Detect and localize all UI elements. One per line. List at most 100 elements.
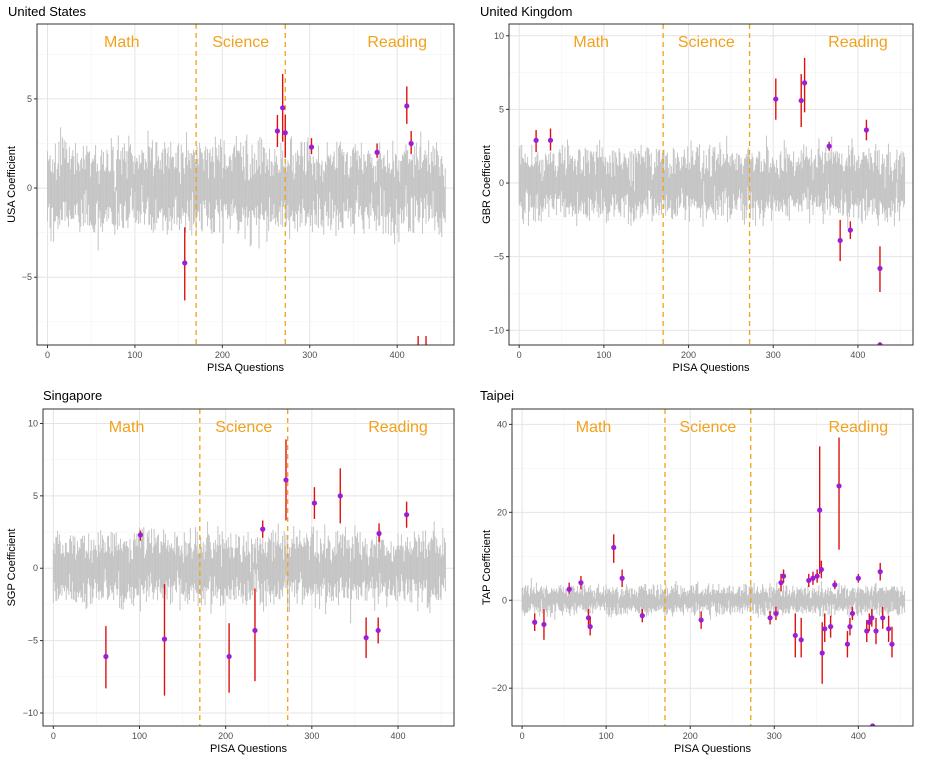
significant-point — [855, 575, 861, 581]
significant-estimates — [532, 437, 895, 726]
x-axis-label: PISA Questions — [674, 743, 752, 755]
significant-point — [374, 149, 380, 155]
region-label: Science — [678, 34, 735, 51]
panel-border — [508, 23, 914, 346]
significant-point — [773, 96, 779, 102]
x-tick-label: 300 — [766, 350, 781, 360]
significant-point — [810, 575, 816, 581]
x-tick-label: 300 — [304, 731, 319, 741]
y-tick-label: 10 — [28, 418, 38, 428]
region-label: Math — [576, 419, 612, 436]
significant-point — [880, 615, 886, 621]
significant-point — [869, 615, 875, 621]
y-axis-label: TAP Coefficient — [481, 530, 493, 605]
significant-point — [798, 637, 804, 643]
y-tick-label: 10 — [494, 31, 504, 41]
significant-point — [252, 627, 258, 634]
region-label: Science — [212, 34, 269, 51]
significant-point — [283, 477, 289, 483]
panel-border — [36, 23, 455, 346]
x-tick-label: 300 — [302, 350, 317, 360]
significant-point — [798, 97, 804, 104]
significant-point — [619, 575, 625, 581]
significant-point — [863, 127, 870, 133]
panel-border — [511, 408, 914, 727]
significant-point — [376, 530, 382, 537]
significant-point — [837, 237, 843, 244]
significant-point — [541, 621, 547, 628]
chart-panel-3: Math Science Reading 0 100 200 300 400 −10 −5 0 5 10… — [6, 388, 455, 755]
chart-title: Taipei — [480, 388, 514, 403]
significant-point — [873, 628, 879, 634]
significant-point — [137, 532, 143, 538]
x-tick-label: 400 — [390, 731, 405, 741]
noise-errorbars — [518, 135, 906, 229]
x-tick-label: 0 — [51, 731, 56, 741]
y-axis-label: GBR Coefficient — [481, 145, 493, 224]
x-tick-label: 400 — [850, 350, 865, 360]
significant-point — [103, 653, 109, 660]
significant-point — [182, 260, 188, 266]
significant-point — [847, 227, 853, 233]
significant-point — [260, 526, 266, 532]
y-tick-label: 0 — [499, 178, 504, 188]
y-axis-label: SGP Coefficient — [6, 529, 18, 607]
grid — [512, 409, 913, 726]
x-axis-label: PISA Questions — [207, 362, 285, 374]
significant-point — [767, 615, 773, 621]
x-tick-label: 200 — [683, 731, 698, 741]
x-tick-label: 0 — [520, 731, 525, 741]
y-tick-label: −5 — [22, 272, 32, 282]
significant-point — [639, 613, 645, 619]
significant-point — [337, 493, 343, 499]
x-tick-label: 400 — [390, 350, 405, 360]
significant-point — [375, 627, 381, 634]
noise-errorbars — [46, 127, 446, 251]
y-tick-label: 0 — [502, 595, 507, 605]
y-tick-label: 5 — [499, 104, 504, 114]
significant-point — [408, 140, 414, 147]
significant-point — [280, 105, 286, 111]
significant-point — [226, 653, 232, 660]
significant-point — [532, 619, 538, 625]
significant-point — [778, 580, 784, 586]
noise-errorbars — [52, 521, 446, 624]
region-label: Science — [215, 419, 272, 436]
significant-point — [806, 577, 812, 584]
x-tick-label: 400 — [851, 731, 866, 741]
significant-point — [828, 624, 834, 630]
region-label: Reading — [829, 419, 889, 436]
region-label: Reading — [828, 34, 888, 51]
significant-point — [849, 610, 856, 617]
region-label: Science — [679, 419, 736, 436]
x-axis-label: PISA Questions — [672, 362, 750, 374]
x-tick-label: 0 — [517, 350, 522, 360]
significant-point — [870, 723, 876, 726]
y-tick-label: −10 — [23, 708, 38, 718]
y-tick-label: −20 — [492, 683, 507, 693]
significant-estimates — [533, 57, 883, 345]
x-tick-label: 300 — [767, 731, 782, 741]
significant-point — [866, 619, 872, 625]
x-tick-label: 200 — [681, 350, 696, 360]
significant-point — [836, 483, 842, 489]
noise-errorbars — [521, 577, 906, 620]
x-tick-label: 100 — [132, 731, 147, 741]
significant-point — [819, 650, 825, 656]
y-tick-label: −5 — [494, 252, 504, 262]
region-label: Reading — [368, 419, 428, 436]
significant-point — [780, 573, 787, 579]
y-tick-label: 0 — [27, 183, 32, 193]
significant-point — [844, 641, 851, 647]
y-tick-label: 0 — [33, 563, 38, 573]
chart-panel-1: Math Science Reading 0 100 200 300 400 −5 0 5 Unite… — [6, 4, 455, 374]
y-tick-label: 5 — [33, 491, 38, 501]
chart-title: United Kingdom — [480, 4, 573, 19]
x-tick-label: 100 — [596, 350, 611, 360]
significant-point — [877, 265, 883, 272]
significant-point — [832, 582, 838, 588]
significant-point — [161, 636, 168, 642]
x-tick-label: 200 — [215, 350, 230, 360]
significant-point — [818, 566, 824, 573]
